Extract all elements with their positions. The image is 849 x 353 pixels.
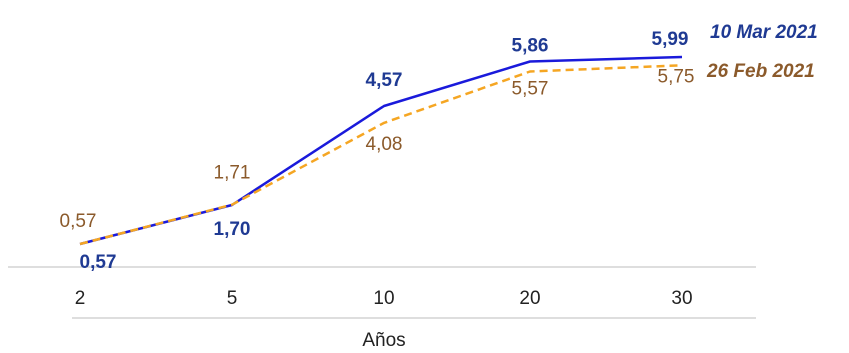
- legend-label-mar: 10 Mar 2021: [710, 22, 818, 43]
- x-tick-label: 5: [227, 288, 238, 309]
- data-label-feb: 1,71: [214, 163, 251, 184]
- data-label-mar: 0,57: [80, 252, 117, 273]
- legend: 10 Mar 2021 26 Feb 2021: [706, 22, 818, 82]
- legend-label-feb: 26 Feb 2021: [706, 61, 815, 82]
- x-tick-label: 30: [671, 288, 692, 309]
- data-label-feb: 5,57: [512, 79, 549, 100]
- x-tick-labels: 2 5 10 20 30: [75, 288, 693, 309]
- data-label-mar: 4,57: [366, 70, 403, 91]
- series-lines: [79, 55, 683, 246]
- data-label-feb: 5,75: [658, 66, 695, 87]
- data-label-feb: 4,08: [366, 134, 403, 155]
- x-tick-label: 10: [373, 288, 394, 309]
- x-tick-label: 2: [75, 288, 86, 309]
- data-label-mar: 1,70: [214, 219, 251, 240]
- x-axis-title: Años: [362, 330, 405, 351]
- data-label-feb: 0,57: [60, 211, 97, 232]
- data-labels: 0,57 1,70 4,57 5,86 5,99 0,57 1,71 4,08 5,57 5,75: [60, 29, 695, 273]
- x-tick-label: 20: [519, 288, 540, 309]
- series-line-feb: [79, 64, 683, 246]
- data-label-mar: 5,99: [652, 29, 689, 50]
- data-label-mar: 5,86: [512, 35, 549, 56]
